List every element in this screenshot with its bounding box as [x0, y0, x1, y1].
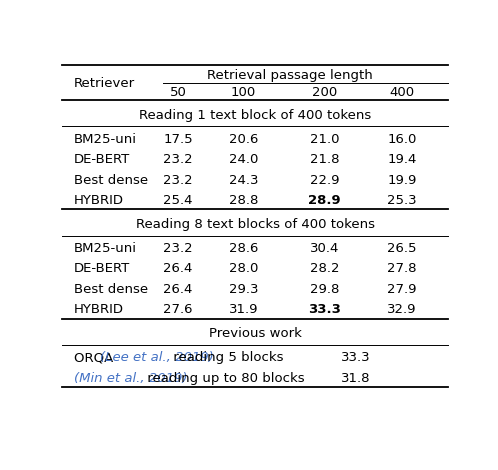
Text: 100: 100: [231, 86, 256, 99]
Text: 27.6: 27.6: [163, 303, 193, 316]
Text: 33.3: 33.3: [341, 352, 371, 364]
Text: 27.8: 27.8: [387, 262, 417, 275]
Text: 400: 400: [389, 86, 414, 99]
Text: 26.4: 26.4: [163, 262, 193, 275]
Text: 28.2: 28.2: [310, 262, 340, 275]
Text: Previous work: Previous work: [209, 327, 302, 340]
Text: (Min et al., 2019): (Min et al., 2019): [74, 372, 187, 384]
Text: 50: 50: [170, 86, 186, 99]
Text: 23.2: 23.2: [163, 173, 193, 187]
Text: HYBRID: HYBRID: [74, 303, 124, 316]
Text: 19.9: 19.9: [387, 173, 416, 187]
Text: 32.9: 32.9: [387, 303, 417, 316]
Text: 28.0: 28.0: [229, 262, 258, 275]
Text: 31.8: 31.8: [341, 372, 371, 384]
Text: 23.2: 23.2: [163, 242, 193, 255]
Text: 26.4: 26.4: [163, 283, 193, 296]
Text: DE-BERT: DE-BERT: [74, 153, 130, 166]
Text: 29.8: 29.8: [310, 283, 339, 296]
Text: 29.3: 29.3: [229, 283, 258, 296]
Text: ORQA: ORQA: [74, 352, 118, 364]
Text: 22.9: 22.9: [310, 173, 340, 187]
Text: Reading 8 text blocks of 400 tokens: Reading 8 text blocks of 400 tokens: [136, 218, 374, 231]
Text: Best dense: Best dense: [74, 283, 148, 296]
Text: 27.9: 27.9: [387, 283, 417, 296]
Text: BM25-uni: BM25-uni: [74, 242, 137, 255]
Text: 28.9: 28.9: [308, 194, 341, 207]
Text: Reading 1 text block of 400 tokens: Reading 1 text block of 400 tokens: [139, 109, 372, 122]
Text: DE-BERT: DE-BERT: [74, 262, 130, 275]
Text: 19.4: 19.4: [387, 153, 416, 166]
Text: 25.4: 25.4: [163, 194, 193, 207]
Text: 24.3: 24.3: [229, 173, 258, 187]
Text: Best dense: Best dense: [74, 173, 148, 187]
Text: 33.3: 33.3: [308, 303, 341, 316]
Text: (Lee et al., 2019): (Lee et al., 2019): [100, 352, 214, 364]
Text: 16.0: 16.0: [387, 133, 416, 146]
Text: 28.6: 28.6: [229, 242, 258, 255]
Text: 31.9: 31.9: [229, 303, 258, 316]
Text: 30.4: 30.4: [310, 242, 339, 255]
Text: 21.0: 21.0: [310, 133, 340, 146]
Text: BM25-uni: BM25-uni: [74, 133, 137, 146]
Text: 25.3: 25.3: [387, 194, 417, 207]
Text: reading up to 80 blocks: reading up to 80 blocks: [142, 372, 304, 384]
Text: 20.6: 20.6: [229, 133, 258, 146]
Text: 26.5: 26.5: [387, 242, 417, 255]
Text: 28.8: 28.8: [229, 194, 258, 207]
Text: 200: 200: [312, 86, 337, 99]
Text: 21.8: 21.8: [310, 153, 340, 166]
Text: Retrieval passage length: Retrieval passage length: [207, 69, 373, 82]
Text: 17.5: 17.5: [163, 133, 193, 146]
Text: 24.0: 24.0: [229, 153, 258, 166]
Text: 23.2: 23.2: [163, 153, 193, 166]
Text: Retriever: Retriever: [74, 77, 135, 90]
Text: reading 5 blocks: reading 5 blocks: [169, 352, 283, 364]
Text: HYBRID: HYBRID: [74, 194, 124, 207]
